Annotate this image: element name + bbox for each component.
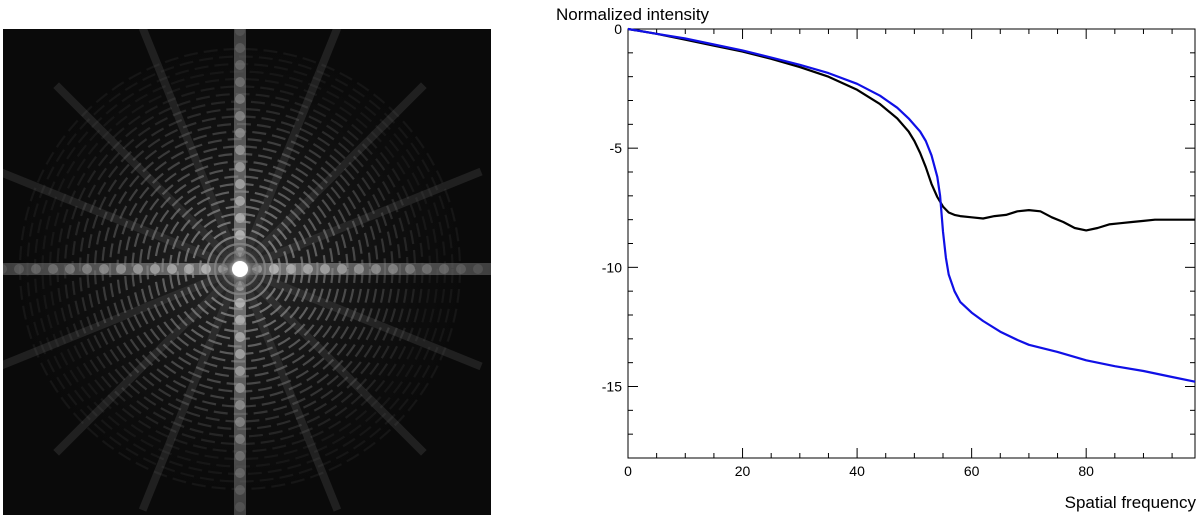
spike-speckle (439, 264, 449, 274)
spike-speckle (235, 111, 245, 121)
spike-speckle (337, 264, 347, 274)
spike-speckle (235, 77, 245, 87)
airy-ring (161, 190, 319, 348)
y-tick-label: -15 (602, 379, 622, 395)
airy-ring (101, 130, 379, 408)
x-tick-label: 40 (849, 463, 865, 479)
spike-speckle (269, 264, 279, 274)
blue-series-line (627, 27, 1196, 383)
spike-speckle (235, 179, 245, 189)
airy-ring (48, 77, 432, 461)
spike-speckle (473, 264, 483, 274)
series-layer (627, 27, 1196, 383)
psf-core (232, 261, 248, 277)
airy-ring (183, 212, 297, 326)
spike-speckle (235, 468, 245, 478)
airy-ring (191, 220, 289, 318)
spike-speckle (405, 264, 415, 274)
spike-speckle (235, 417, 245, 427)
airy-ring (93, 122, 387, 416)
airy-ring (18, 47, 462, 491)
tick-labels: 0 20 40 60 80 0 -5 -10 -15 (602, 21, 1094, 479)
spike-speckle (235, 451, 245, 461)
airy-ring (146, 175, 334, 363)
spike-speckle (303, 264, 313, 274)
airy-ring (198, 227, 282, 311)
spike-speckle (371, 264, 381, 274)
plot-frame (627, 28, 1196, 459)
airy-ring (108, 137, 372, 401)
diffraction-pattern-image (3, 29, 491, 515)
airy-ring (71, 100, 409, 438)
spike-speckle (235, 400, 245, 410)
spike-speckle (201, 264, 211, 274)
airy-ring (33, 62, 447, 476)
airy-ring (131, 160, 349, 378)
airy-ring (78, 107, 402, 431)
spike-speckle (48, 264, 58, 274)
spike-speckle (354, 264, 364, 274)
spike-speckle (388, 264, 398, 274)
airy-ring (206, 235, 274, 303)
airy-ring (63, 92, 417, 446)
spike-speckle (3, 264, 7, 274)
spike-speckle (133, 264, 143, 274)
airy-ring (116, 145, 364, 393)
airy-ring (26, 55, 454, 483)
airy-ring (176, 205, 304, 333)
major-ticks (627, 28, 1195, 458)
x-axis-title: Spatial frequency (1065, 493, 1197, 512)
spike-speckle (65, 264, 75, 274)
spike-speckle (167, 264, 177, 274)
spike-speckle (235, 145, 245, 155)
airy-ring (153, 182, 327, 356)
airy-ring (41, 70, 439, 468)
spike-speckle (235, 162, 245, 172)
x-tick-label: 80 (1078, 463, 1094, 479)
spike-speckle (235, 196, 245, 206)
spike-speckle (235, 434, 245, 444)
spike-speckle (235, 298, 245, 308)
spike-speckle (235, 485, 245, 495)
x-tick-label: 60 (964, 463, 980, 479)
spike-speckle (116, 264, 126, 274)
spike-speckle (235, 43, 245, 53)
spike-speckle (31, 264, 41, 274)
y-tick-label: -5 (610, 140, 623, 156)
spike-speckle (235, 383, 245, 393)
airy-ring (86, 115, 394, 423)
spike-speckle (235, 128, 245, 138)
spike-speckle (14, 264, 24, 274)
spike-speckle (235, 502, 245, 512)
black-series-line (627, 27, 1195, 232)
y-axis-title: Normalized intensity (556, 5, 710, 24)
y-tick-label: 0 (614, 21, 622, 37)
intensity-chart: Normalized intensity Spatial frequency 0… (556, 5, 1196, 512)
minor-ticks (628, 29, 1195, 458)
y-tick-label: -10 (602, 259, 622, 275)
spike-speckle (235, 29, 245, 36)
spike-speckle (235, 230, 245, 240)
spike-speckle (235, 366, 245, 376)
airy-ring (168, 197, 312, 341)
spike-speckle (99, 264, 109, 274)
airy-rings (18, 47, 462, 491)
x-tick-label: 0 (624, 463, 632, 479)
spike-speckle (82, 264, 92, 274)
spike-speckle (235, 94, 245, 104)
airy-ring (123, 152, 357, 386)
airy-ring (56, 85, 424, 453)
x-tick-label: 20 (735, 463, 751, 479)
spike-speckle (422, 264, 432, 274)
spike-speckle (235, 332, 245, 342)
spike-speckle (456, 264, 466, 274)
spike-speckle (235, 60, 245, 70)
airy-ring (138, 167, 342, 371)
